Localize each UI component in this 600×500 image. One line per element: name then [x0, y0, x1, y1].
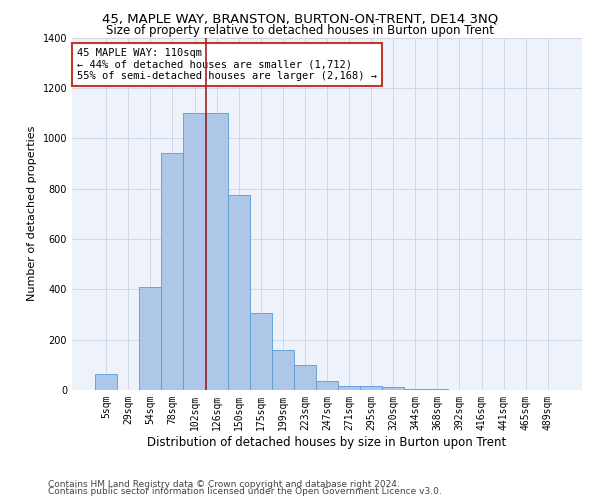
- Bar: [95, 374, 117, 390]
- Bar: [227, 195, 250, 390]
- Bar: [360, 386, 382, 390]
- Text: Size of property relative to detached houses in Burton upon Trent: Size of property relative to detached ho…: [106, 24, 494, 37]
- Bar: [250, 313, 272, 390]
- Bar: [272, 350, 294, 390]
- Bar: [382, 388, 404, 390]
- Bar: [161, 154, 184, 390]
- Bar: [139, 287, 161, 390]
- Text: Contains public sector information licensed under the Open Government Licence v3: Contains public sector information licen…: [48, 488, 442, 496]
- Text: Contains HM Land Registry data © Crown copyright and database right 2024.: Contains HM Land Registry data © Crown c…: [48, 480, 400, 489]
- Bar: [404, 388, 427, 390]
- Text: 45, MAPLE WAY, BRANSTON, BURTON-ON-TRENT, DE14 3NQ: 45, MAPLE WAY, BRANSTON, BURTON-ON-TRENT…: [102, 12, 498, 26]
- X-axis label: Distribution of detached houses by size in Burton upon Trent: Distribution of detached houses by size …: [148, 436, 506, 448]
- Y-axis label: Number of detached properties: Number of detached properties: [27, 126, 37, 302]
- Text: 45 MAPLE WAY: 110sqm
← 44% of detached houses are smaller (1,712)
55% of semi-de: 45 MAPLE WAY: 110sqm ← 44% of detached h…: [77, 48, 377, 82]
- Bar: [184, 113, 206, 390]
- Bar: [316, 381, 338, 390]
- Bar: [427, 388, 448, 390]
- Bar: [338, 386, 360, 390]
- Bar: [294, 365, 316, 390]
- Bar: [206, 113, 227, 390]
